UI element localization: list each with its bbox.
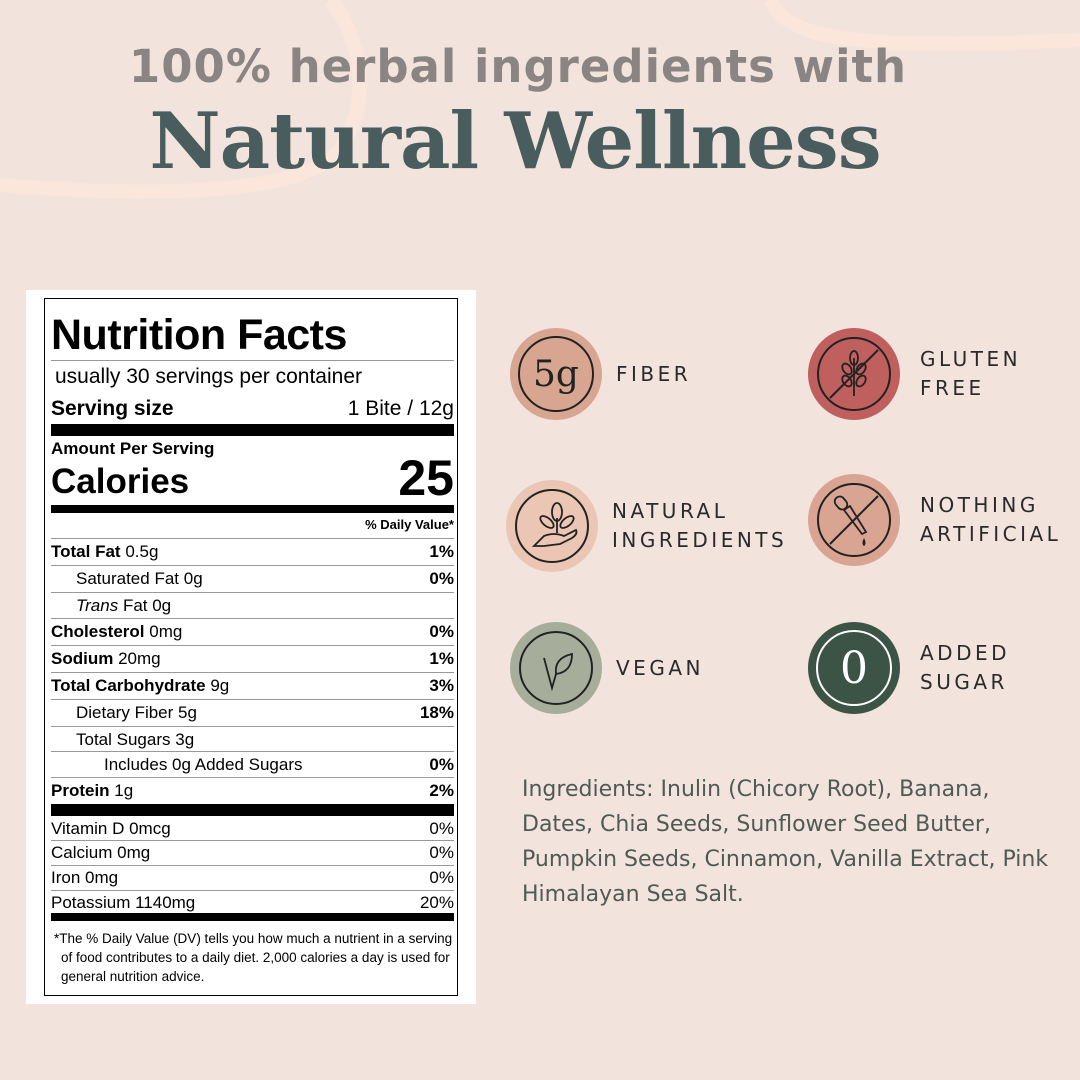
nutrient-label: Total Sugars (76, 730, 171, 749)
footnote: The % Daily Value (DV) tells you how muc… (59, 931, 453, 984)
nutrient-amount: 5g (178, 703, 197, 722)
nutrient-dv: 0% (429, 622, 454, 641)
nutrient-row: Total Sugars 3g (51, 727, 454, 753)
5g-text-icon: 5g (518, 336, 594, 412)
nutrient-dv: 0% (429, 569, 454, 588)
feature-badge: GLUTEN FREE (808, 328, 1021, 420)
nutrient-dv: 2% (429, 781, 454, 800)
feature-line1: ADDED (920, 641, 1011, 665)
feature-line1: VEGAN (616, 655, 704, 680)
feature-badge: NOTHING ARTIFICIAL (808, 474, 1061, 566)
serving-size-label: Serving size (51, 397, 174, 420)
vitamin-dv: 0% (429, 843, 454, 862)
nutrient-label: Trans (76, 596, 119, 615)
nutrient-label: Sodium (51, 649, 114, 668)
vitamin-label: Iron 0mg (51, 868, 119, 887)
nutrient-amount: 9g (210, 676, 230, 695)
no-dropper-icon (816, 482, 892, 558)
feature-line2: INGREDIENTS (612, 528, 788, 552)
nutrient-row: Cholesterol 0mg 0% (51, 619, 454, 645)
nutrient-row: Total Carbohydrate 9g 3% (51, 673, 454, 699)
vitamin-label: Vitamin D 0mcg (51, 819, 171, 838)
no-wheat-icon (816, 336, 892, 412)
nutrient-amount: 20mg (118, 649, 161, 668)
amount-per-serving: Amount Per Serving (51, 439, 215, 458)
nutrient-label: Cholesterol (51, 622, 145, 641)
calories-label: Calories (51, 462, 190, 501)
nutrient-row: Dietary Fiber 5g 18% (51, 700, 454, 726)
feature-badge: VEGAN (510, 622, 704, 714)
headline-title: Natural Wellness (149, 96, 881, 187)
nutrient-amount: Fat 0g (122, 596, 172, 615)
nutrient-row: Total Fat 0.5g 1% (51, 539, 454, 565)
feature-badge: 5g FIBER (510, 328, 691, 420)
vitamin-row: Potassium 1140mg 20% (51, 891, 454, 915)
servings-per-container: usually 30 servings per container (55, 365, 363, 388)
badge-text: 0 (840, 642, 868, 694)
nutrient-label: Total Fat (51, 542, 121, 561)
feature-circle (510, 622, 602, 714)
vitamin-dv: 0% (429, 819, 454, 838)
nutrient-label: Dietary Fiber (76, 703, 174, 722)
calories-value: 25 (398, 450, 454, 506)
nutrient-dv: 0% (429, 755, 454, 774)
feature-line1: FIBER (616, 361, 692, 386)
vitamin-dv: 20% (419, 893, 454, 912)
nutrient-row: Sodium 20mg 1% (51, 646, 454, 672)
nutrient-dv: 1% (429, 649, 454, 668)
nutrient-amount: 3g (175, 730, 195, 749)
leaf-icon (518, 630, 594, 706)
feature-line2: ARTIFICIAL (920, 522, 1062, 546)
vitamin-row: Vitamin D 0mcg 0% (51, 817, 454, 841)
nutrient-row: Trans Fat 0g (51, 593, 454, 619)
badge-text: 5g (533, 353, 579, 395)
feature-circle (808, 474, 900, 566)
nutrient-label: Includes 0g Added Sugars (104, 755, 303, 774)
nutrient-amount: 0mg (149, 622, 183, 641)
vitamin-dv: 0% (429, 868, 454, 887)
nutrient-amount: 1g (114, 781, 134, 800)
feature-line1: NATURAL (612, 499, 729, 523)
nutrient-row: Saturated Fat 0g 0% (51, 566, 454, 592)
nutrition-facts-label: Nutrition Facts usually 30 servings per … (26, 290, 476, 1004)
nutrient-dv: 1% (429, 542, 454, 561)
nutrient-label: Protein (51, 781, 110, 800)
nutrient-amount: 0g (183, 569, 203, 588)
vitamin-row: Iron 0mg 0% (51, 866, 454, 890)
zero-text-icon: 0 (816, 630, 892, 706)
vitamin-label: Potassium 1140mg (51, 893, 196, 912)
feature-line1: GLUTEN (920, 347, 1022, 371)
feature-circle: 0 (808, 622, 900, 714)
feature-line2: FREE (920, 376, 985, 400)
nutrition-title: Nutrition Facts (51, 311, 347, 359)
nutrient-row: Protein 1g 2% (51, 778, 454, 804)
footnote-mark: * (54, 931, 60, 946)
nutrient-dv: 3% (429, 676, 454, 695)
nutrient-row: Includes 0g Added Sugars 0% (51, 752, 454, 778)
vitamin-label: Calcium 0mg (51, 843, 151, 862)
hand-plant-icon (514, 488, 590, 564)
nutrient-label: Total Carbohydrate (51, 676, 206, 695)
feature-circle (506, 480, 598, 572)
feature-badge: NATURAL INGREDIENTS (506, 480, 787, 572)
nutrient-amount: 0.5g (125, 542, 159, 561)
feature-line1: NOTHING (920, 493, 1039, 517)
headline-subtitle: 100% herbal ingredients with (128, 40, 908, 93)
feature-circle (808, 328, 900, 420)
ingredients-list: Ingredients: Inulin (Chicory Root), Bana… (522, 777, 1049, 907)
vitamin-row: Calcium 0mg 0% (51, 841, 454, 865)
feature-circle: 5g (510, 328, 602, 420)
nutrient-label: Saturated Fat (76, 569, 180, 588)
serving-size-value: 1 Bite / 12g (347, 397, 454, 420)
feature-line2: SUGAR (920, 670, 1008, 694)
feature-badge: 0 ADDED SUGAR (808, 622, 1010, 714)
nutrient-dv: 18% (419, 703, 454, 722)
daily-value-header: % Daily Value* (365, 517, 454, 532)
